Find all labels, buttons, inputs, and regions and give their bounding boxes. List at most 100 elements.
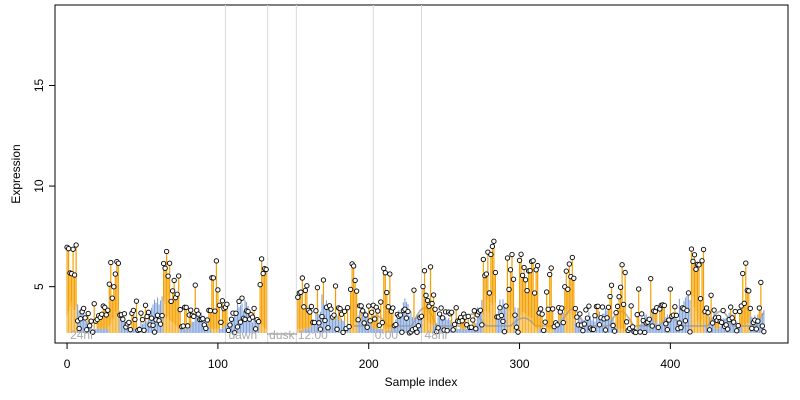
data-point <box>465 313 471 320</box>
data-point <box>542 319 548 325</box>
data-point <box>144 313 150 320</box>
data-point <box>534 262 541 269</box>
data-point <box>705 310 711 316</box>
data-point <box>746 288 752 294</box>
data-point <box>160 260 167 267</box>
data-point <box>731 319 737 325</box>
data-point <box>646 316 652 322</box>
data-point <box>224 301 230 307</box>
data-point <box>358 303 364 309</box>
data-point <box>720 307 726 314</box>
data-point <box>340 329 346 336</box>
data-point <box>141 327 147 333</box>
data-point <box>479 322 485 328</box>
data-point <box>687 329 693 335</box>
data-point <box>210 275 217 281</box>
data-point <box>121 311 128 317</box>
data-point <box>379 320 385 326</box>
data-point <box>709 320 716 326</box>
data-point <box>381 265 387 272</box>
data-point <box>99 311 105 317</box>
data-point <box>77 316 84 322</box>
data-point <box>84 327 90 333</box>
region-label: 12:00 <box>298 328 328 342</box>
data-point <box>574 314 580 320</box>
region-label: 24hr <box>70 328 94 342</box>
data-point <box>581 321 588 327</box>
data-point <box>337 306 343 312</box>
data-point <box>436 311 443 317</box>
data-point <box>696 262 702 268</box>
data-point <box>316 320 322 326</box>
data-point <box>168 298 174 305</box>
data-point <box>427 264 434 270</box>
data-point <box>531 290 538 296</box>
data-point <box>725 326 731 332</box>
data-point <box>203 325 209 332</box>
data-point <box>237 319 244 325</box>
data-point <box>706 327 713 333</box>
data-point <box>70 246 76 252</box>
region-label: dawn <box>228 328 257 342</box>
data-point <box>545 306 551 312</box>
data-point <box>439 315 446 321</box>
data-point <box>405 308 411 315</box>
data-point <box>325 325 331 331</box>
data-point <box>361 320 367 326</box>
data-point <box>397 312 404 318</box>
data-point <box>301 304 307 310</box>
data-point <box>195 311 201 317</box>
data-point <box>346 323 352 330</box>
y-tick-label: 5 <box>32 283 46 290</box>
data-point <box>322 317 328 324</box>
data-point <box>500 318 506 325</box>
data-point <box>91 301 97 307</box>
data-point <box>470 317 476 323</box>
data-point <box>516 257 523 264</box>
data-point <box>509 251 515 258</box>
data-point <box>139 317 146 323</box>
data-point <box>166 260 173 266</box>
data-point <box>550 306 556 312</box>
data-point <box>703 305 710 311</box>
data-point <box>403 315 410 321</box>
data-point <box>711 307 717 313</box>
data-point <box>584 315 591 321</box>
data-point <box>360 308 366 314</box>
data-point <box>219 298 226 304</box>
data-point <box>347 286 354 293</box>
data-point <box>527 267 533 274</box>
data-point <box>176 273 182 279</box>
y-axis: 5 10 15 <box>32 78 56 290</box>
data-point <box>317 326 324 332</box>
data-point <box>580 327 586 334</box>
data-point <box>488 251 494 258</box>
data-point <box>544 289 550 295</box>
data-point <box>105 307 111 313</box>
data-point <box>133 298 140 304</box>
data-point <box>424 297 431 304</box>
x-tick-label: 100 <box>208 357 228 371</box>
data-point <box>533 267 539 273</box>
data-point <box>185 323 191 329</box>
data-point <box>602 327 609 333</box>
data-point <box>414 329 420 335</box>
data-point <box>331 312 337 318</box>
data-point <box>473 326 479 332</box>
x-tick-label: 300 <box>510 357 530 371</box>
data-point <box>174 291 180 297</box>
data-point <box>608 282 615 288</box>
data-point <box>743 260 749 266</box>
data-point <box>151 329 158 335</box>
data-point <box>150 322 156 328</box>
data-point <box>718 319 725 326</box>
data-point <box>421 268 428 274</box>
data-point <box>630 324 636 330</box>
data-point <box>747 305 753 312</box>
data-point <box>212 308 218 314</box>
data-point <box>682 318 689 324</box>
data-point <box>438 305 444 311</box>
data-point <box>115 260 121 266</box>
data-point <box>449 309 455 315</box>
data-point <box>617 284 624 290</box>
